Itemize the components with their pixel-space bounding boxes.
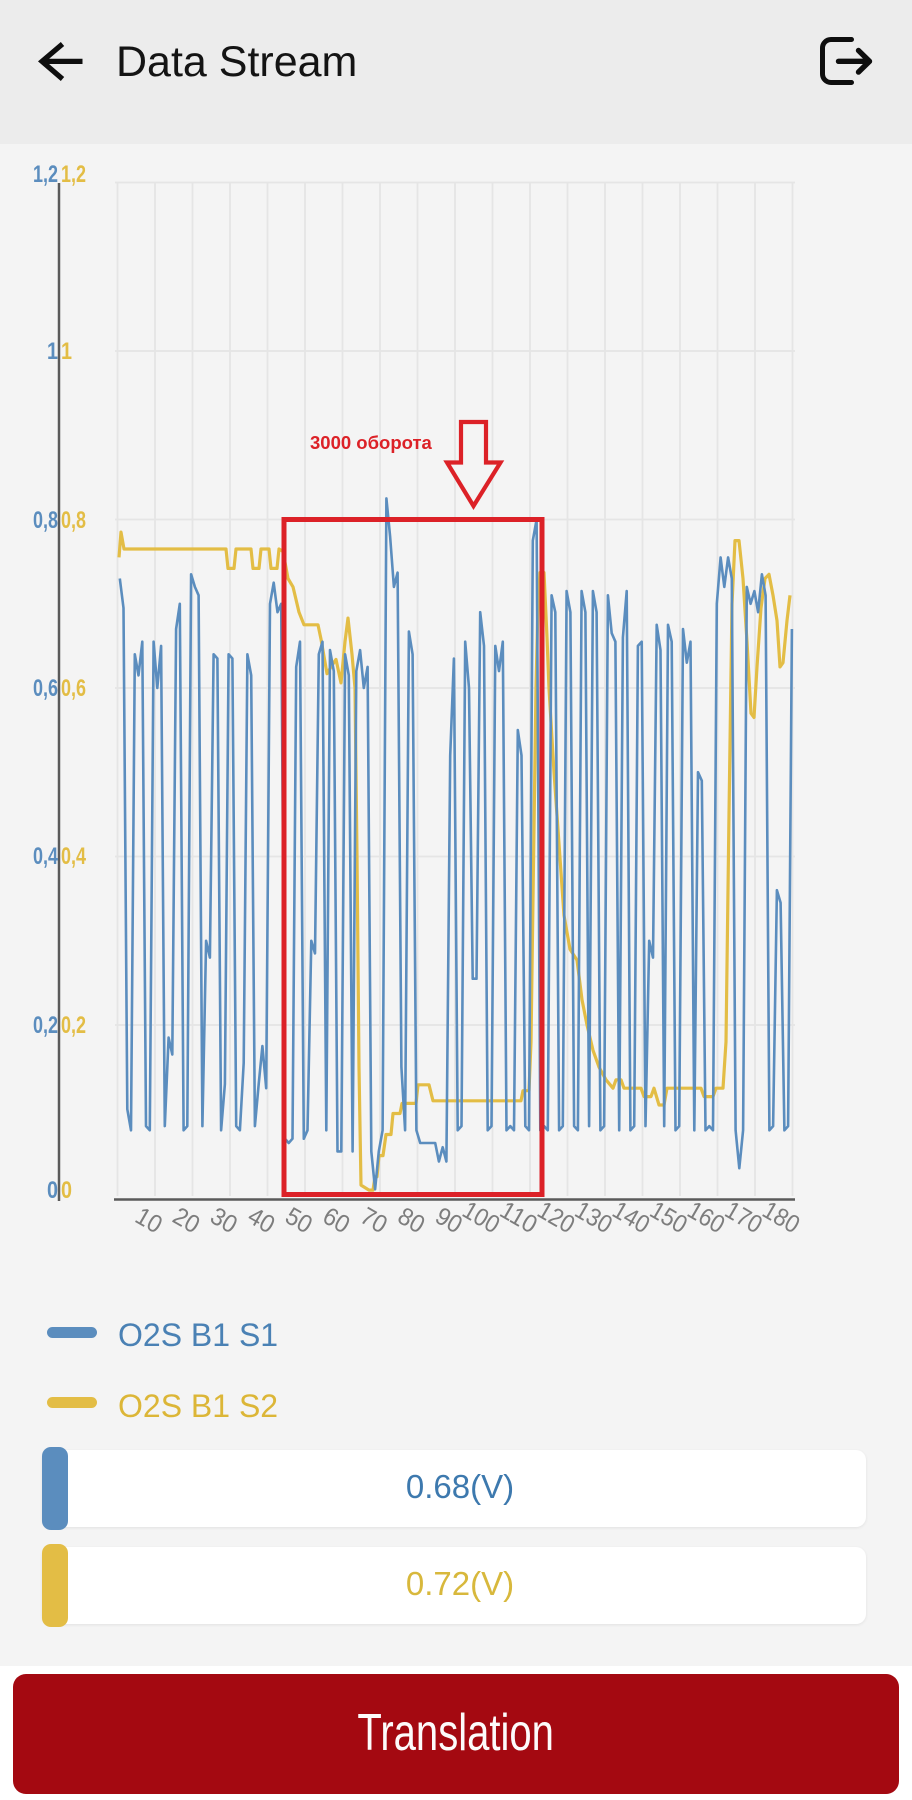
svg-text:0: 0 [61, 1177, 72, 1204]
svg-text:40: 40 [243, 1202, 280, 1239]
svg-text:30: 30 [205, 1202, 242, 1239]
svg-text:180: 180 [758, 1196, 805, 1239]
svg-text:0,2: 0,2 [61, 1012, 86, 1039]
svg-text:1,2: 1,2 [61, 161, 86, 188]
svg-text:60: 60 [318, 1202, 355, 1239]
svg-text:80: 80 [393, 1202, 430, 1239]
svg-text:70: 70 [355, 1202, 392, 1239]
svg-text:0,4: 0,4 [33, 843, 58, 870]
svg-text:0,8: 0,8 [61, 507, 86, 534]
svg-text:3000 оборота: 3000 оборота [310, 432, 433, 453]
svg-text:1,2: 1,2 [33, 161, 58, 188]
svg-text:1: 1 [61, 338, 72, 365]
svg-text:0: 0 [47, 1177, 58, 1204]
svg-text:0,6: 0,6 [61, 675, 86, 702]
svg-text:0,6: 0,6 [33, 675, 58, 702]
svg-text:50: 50 [280, 1202, 317, 1239]
svg-text:20: 20 [168, 1202, 205, 1239]
svg-text:10: 10 [130, 1202, 167, 1239]
svg-text:0,4: 0,4 [61, 843, 86, 870]
svg-text:0,2: 0,2 [33, 1012, 58, 1039]
svg-text:0,8: 0,8 [33, 507, 58, 534]
svg-text:1: 1 [47, 338, 58, 365]
